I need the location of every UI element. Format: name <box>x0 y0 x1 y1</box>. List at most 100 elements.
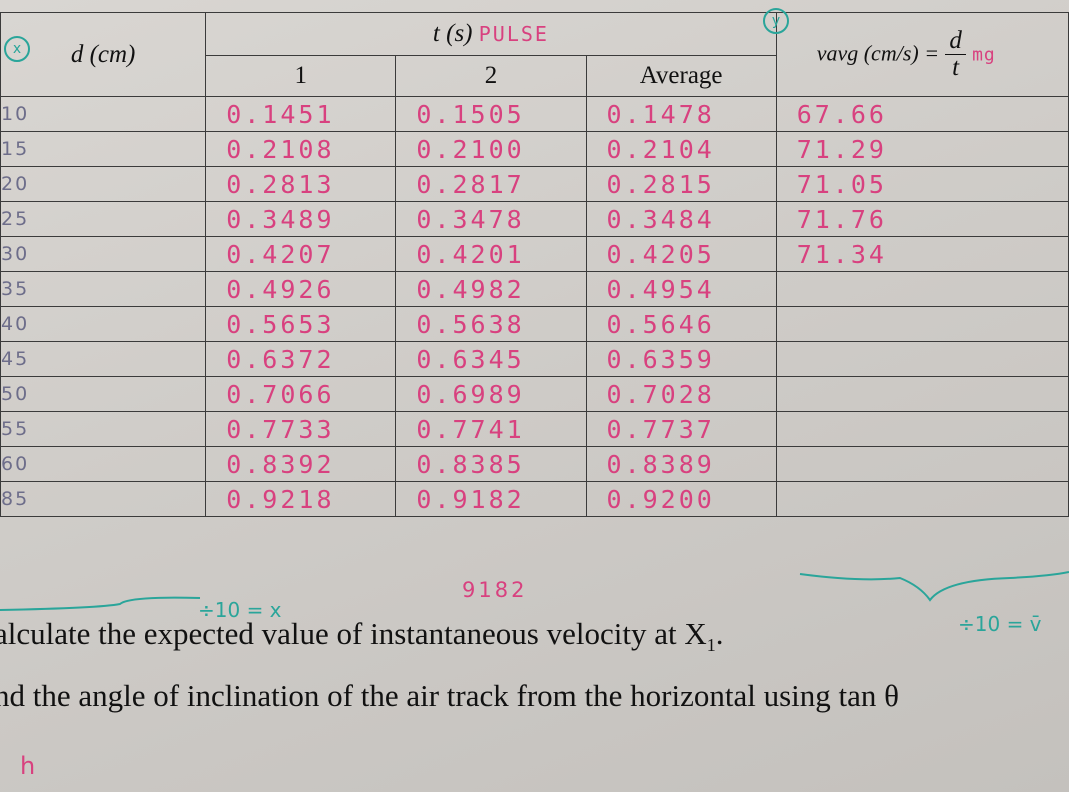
average-header: Average <box>585 55 777 97</box>
table-row: 85 0.9218 0.9182 0.9200 <box>0 481 1069 517</box>
table-row: 55 0.7733 0.7741 0.7737 <box>0 411 1069 447</box>
question-line-1-subscript: 1 <box>706 635 716 656</box>
average-cell: 0.4205 <box>585 236 777 272</box>
trial-2-cell: 0.4982 <box>395 271 587 307</box>
table-row: 50 0.7066 0.6989 0.7028 <box>0 376 1069 412</box>
question-line-1-text: alculate the expected value of instantan… <box>0 616 707 651</box>
velocity-cell <box>775 376 1069 412</box>
bracket-marks <box>0 571 1069 611</box>
trial-1-cell: 0.4207 <box>205 236 397 272</box>
velocity-cell: 71.29 <box>775 131 1069 167</box>
trial-2-cell: 0.1505 <box>395 96 587 132</box>
velocity-fraction: d t <box>945 27 966 82</box>
distance-cell: 35 <box>0 271 207 307</box>
distance-cell: 15 <box>0 131 207 167</box>
table-row: 25 0.3489 0.3478 0.3484 71.76 <box>0 201 1069 237</box>
trial-1-cell: 0.2813 <box>205 166 397 202</box>
trial-2-cell: 0.9182 <box>395 481 587 517</box>
velocity-cell <box>775 306 1069 342</box>
mg-note: mg <box>972 44 996 66</box>
velocity-cell <box>775 446 1069 482</box>
trial-1-cell: 0.8392 <box>205 446 397 482</box>
time-header-label: t (s) <box>432 20 473 47</box>
trial-1-cell: 0.3489 <box>205 201 397 237</box>
distance-cell: 60 <box>0 446 207 482</box>
average-cell: 0.3484 <box>585 201 777 237</box>
question-line-2: nd the angle of inclination of the air t… <box>0 678 899 713</box>
table-row: 20 0.2813 0.2817 0.2815 71.05 <box>0 166 1069 202</box>
table-row: 60 0.8392 0.8385 0.8389 <box>0 446 1069 482</box>
trial-2-cell: 0.3478 <box>395 201 587 237</box>
velocity-numerator: d <box>945 27 966 55</box>
trial-2-cell: 0.5638 <box>395 306 587 342</box>
velocity-cell: 71.05 <box>775 166 1069 202</box>
average-cell: 0.9200 <box>585 481 777 517</box>
right-bracket-line <box>799 571 1069 602</box>
trial-1-cell: 0.1451 <box>205 96 397 132</box>
table-row: 10 0.1451 0.1505 0.1478 67.66 <box>0 96 1069 132</box>
average-cell: 0.1478 <box>585 96 777 132</box>
trial-2-cell: 0.8385 <box>395 446 587 482</box>
velocity-cell <box>775 411 1069 447</box>
trial-2-cell: 0.4201 <box>395 236 587 272</box>
divide-ten-x-note: ÷10 = x <box>198 598 282 622</box>
distance-cell: 20 <box>0 166 207 202</box>
velocity-cell: 67.66 <box>775 96 1069 132</box>
distance-cell: 50 <box>0 376 207 412</box>
average-cell: 0.2815 <box>585 166 777 202</box>
average-cell: 0.4954 <box>585 271 777 307</box>
distance-cell: 10 <box>0 96 207 132</box>
handwritten-h: h <box>20 752 36 780</box>
trial-1-cell: 0.9218 <box>205 481 397 517</box>
distance-cell: 85 <box>0 481 207 517</box>
trial-1-cell: 0.5653 <box>205 306 397 342</box>
average-cell: 0.7028 <box>585 376 777 412</box>
velocity-header: vavg (cm/s) = d t mg <box>775 12 1069 97</box>
y-badge: y <box>763 8 789 34</box>
trial-2-cell: 0.2100 <box>395 131 587 167</box>
distance-cell: 45 <box>0 341 207 377</box>
average-cell: 0.2104 <box>585 131 777 167</box>
table-row: 45 0.6372 0.6345 0.6359 <box>0 341 1069 377</box>
trial-1-header: 1 <box>205 55 397 97</box>
velocity-cell <box>775 341 1069 377</box>
distance-cell: 25 <box>0 201 207 237</box>
distance-header: d (cm) <box>0 12 207 97</box>
pulse-note: PULSE <box>478 22 549 46</box>
velocity-cell <box>775 481 1069 517</box>
divide-ten-v-note: ÷10 = v̄ <box>958 612 1042 636</box>
velocity-cell: 71.76 <box>775 201 1069 237</box>
x-badge: x <box>4 36 30 62</box>
distance-cell: 30 <box>0 236 207 272</box>
distance-cell: 55 <box>0 411 207 447</box>
table-row: 35 0.4926 0.4982 0.4954 <box>0 271 1069 307</box>
trial-1-cell: 0.2108 <box>205 131 397 167</box>
trial-1-cell: 0.4926 <box>205 271 397 307</box>
time-header: t (s) PULSE <box>205 12 777 56</box>
average-cell: 0.8389 <box>585 446 777 482</box>
trial-1-cell: 0.7733 <box>205 411 397 447</box>
correction-note: 9182 <box>462 578 528 602</box>
trial-2-cell: 0.6345 <box>395 341 587 377</box>
question-line-1: alculate the expected value of instantan… <box>0 616 723 656</box>
left-bracket-line <box>0 596 201 611</box>
distance-cell: 40 <box>0 306 207 342</box>
trial-2-cell: 0.6989 <box>395 376 587 412</box>
trial-2-header: 2 <box>395 55 587 97</box>
trial-2-cell: 0.2817 <box>395 166 587 202</box>
table-row: 30 0.4207 0.4201 0.4205 71.34 <box>0 236 1069 272</box>
distance-header-label: d (cm) <box>70 40 136 68</box>
trial-1-cell: 0.7066 <box>205 376 397 412</box>
header-row-sub: 1 2 Average <box>1 55 1069 97</box>
velocity-denominator: t <box>952 54 960 81</box>
trial-1-cell: 0.6372 <box>205 341 397 377</box>
question-line-1-end: . <box>715 616 724 651</box>
average-cell: 0.6359 <box>585 341 777 377</box>
header-row-top: d (cm) t (s) PULSE vavg (cm/s) = d t mg <box>0 12 1069 97</box>
velocity-cell: 71.34 <box>775 236 1069 272</box>
table-body: 10 0.1451 0.1505 0.1478 67.66 15 0.2108 0.2100 0… <box>0 96 1069 517</box>
trial-2-cell: 0.7741 <box>395 411 587 447</box>
average-cell: 0.5646 <box>585 306 777 342</box>
velocity-header-label: vavg (cm/s) = <box>816 40 940 66</box>
